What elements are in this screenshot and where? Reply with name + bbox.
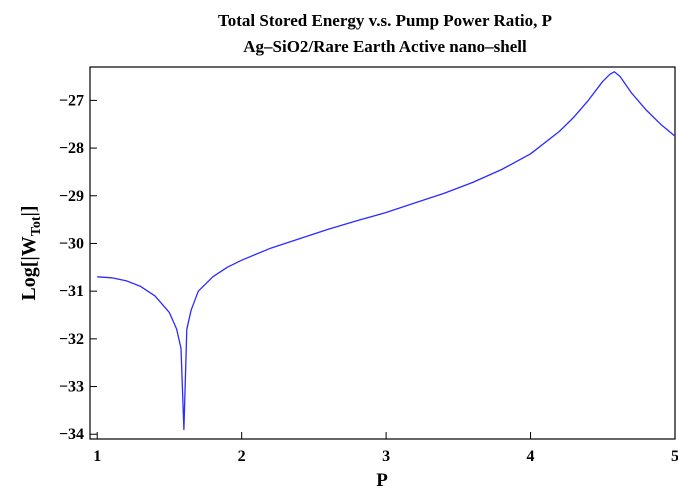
x-tick-label-2: 3 xyxy=(382,448,390,465)
x-tick-label-0: 1 xyxy=(93,448,101,465)
plot-frame xyxy=(89,66,676,440)
y-axis-label: Log[|WTot|] xyxy=(18,205,44,300)
y-tick-label-1: −33 xyxy=(59,379,84,396)
y-tick-label-7: −27 xyxy=(59,92,84,109)
y-tick-label-3: −31 xyxy=(59,283,84,300)
chart-title-line2: Ag–SiO2/Rare Earth Active nano–shell xyxy=(243,37,527,56)
y-axis-ticks: −34 −33 −32 −31 −30 −29 −28 −27 xyxy=(59,92,97,443)
series-group xyxy=(97,71,676,431)
y-tick-label-4: −30 xyxy=(59,235,84,252)
y-tick-label-6: −28 xyxy=(59,140,84,157)
y-tick-label-2: −32 xyxy=(59,331,84,348)
y-tick-label-0: −34 xyxy=(59,426,84,443)
x-axis-ticks: 1 2 3 4 5 xyxy=(93,432,678,465)
y-axis-label-suffix: |] xyxy=(18,205,40,216)
series-line-0 xyxy=(97,71,676,431)
x-tick-label-1: 2 xyxy=(238,448,246,465)
x-tick-label-3: 4 xyxy=(527,448,535,465)
y-axis-label-subscript: Tot xyxy=(29,216,44,236)
y-axis-label-prefix: Log[|W xyxy=(18,236,40,300)
x-tick-label-4: 5 xyxy=(671,448,678,465)
x-axis-label: P xyxy=(376,470,388,491)
y-tick-label-5: −29 xyxy=(59,188,84,205)
chart-title-line1: Total Stored Energy v.s. Pump Power Rati… xyxy=(218,11,552,30)
